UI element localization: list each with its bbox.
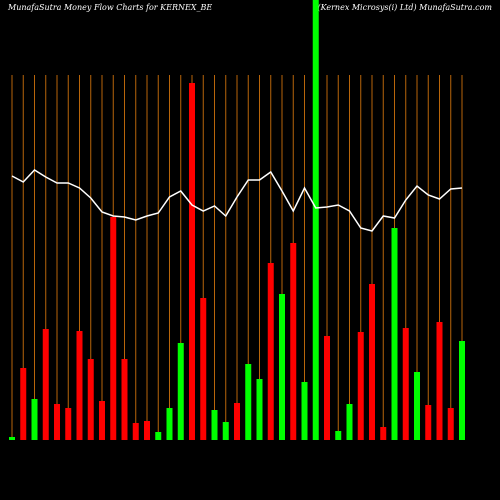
bar [132, 423, 139, 440]
bar [425, 405, 432, 440]
bar [76, 331, 83, 440]
bar [54, 404, 60, 440]
bar [256, 379, 263, 440]
bar [357, 332, 364, 440]
bar [436, 322, 443, 440]
bar [99, 401, 105, 440]
bar [9, 437, 15, 440]
bar [380, 427, 387, 440]
bar [391, 228, 398, 440]
bar [234, 403, 240, 440]
bar [290, 243, 297, 440]
bar [222, 422, 229, 440]
bar [447, 408, 454, 440]
chart-subtitle: (Kernex Microsys(i) Ltd) MunafaSutra.com [317, 3, 492, 12]
bar [369, 284, 375, 440]
bar [177, 343, 184, 440]
bar [121, 359, 128, 440]
bar [324, 336, 330, 440]
bar [110, 217, 117, 440]
bar [166, 408, 173, 440]
bar [279, 294, 285, 440]
bar [414, 372, 420, 440]
bar [459, 341, 465, 440]
bar [155, 432, 162, 440]
bar [312, 0, 319, 440]
bar [335, 431, 342, 440]
bar [402, 328, 409, 440]
bar [245, 364, 252, 440]
bar [189, 83, 195, 440]
bar [65, 408, 72, 440]
chart-title: MunafaSutra Money Flow Charts for KERNEX… [7, 3, 212, 12]
bar [144, 421, 150, 440]
bar [301, 382, 308, 440]
price-line [11, 169, 463, 232]
bar [87, 359, 94, 440]
bar [31, 399, 38, 440]
bar [346, 404, 353, 440]
bar [20, 368, 27, 440]
bar [42, 329, 49, 440]
bar [211, 410, 218, 440]
bar [267, 263, 274, 440]
bar [200, 298, 207, 440]
